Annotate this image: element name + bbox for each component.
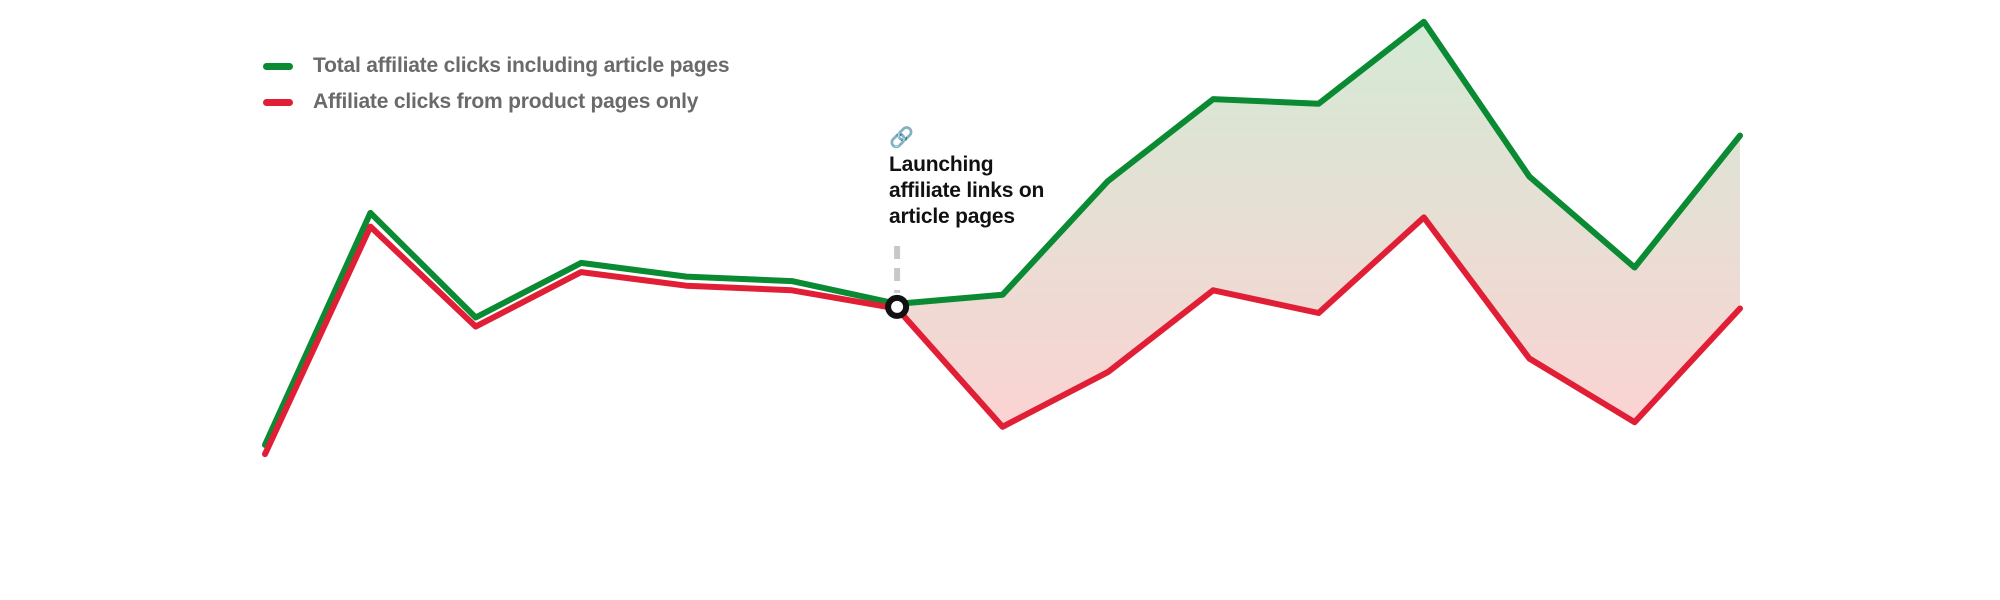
legend: Total affiliate clicks including article…	[263, 48, 730, 120]
legend-swatch-total	[263, 62, 293, 70]
legend-swatch-product	[263, 98, 293, 106]
series-line-product-page-clicks	[262, 214, 1743, 458]
legend-label-product: Affiliate clicks from product pages only	[313, 90, 699, 113]
annotation-text: Launching affiliate links on article pag…	[889, 153, 1045, 228]
gap-area-fill	[897, 21, 1740, 427]
annotation: 🔗 Launching affiliate links on article p…	[889, 126, 1089, 230]
legend-label-total: Total affiliate clicks including article…	[313, 54, 730, 77]
annotation-marker	[885, 294, 910, 319]
legend-item-product: Affiliate clicks from product pages only	[263, 84, 729, 120]
link-icon: 🔗	[889, 127, 914, 149]
series-line-total-clicks	[262, 18, 1743, 448]
legend-item-total: Total affiliate clicks including article…	[263, 48, 730, 84]
